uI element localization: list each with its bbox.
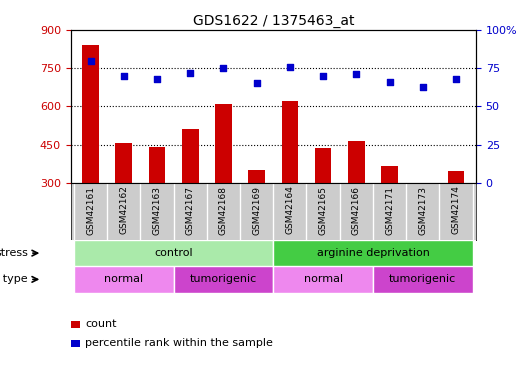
Bar	[348, 141, 365, 183]
Text: GSM42171: GSM42171	[385, 186, 394, 235]
Text: GSM42165: GSM42165	[319, 186, 327, 235]
Bar	[74, 240, 274, 266]
Point	[120, 73, 128, 79]
Text: GSM42167: GSM42167	[186, 186, 195, 235]
Text: cell type: cell type	[0, 274, 28, 284]
Text: GSM42166: GSM42166	[352, 186, 361, 235]
Bar	[281, 101, 298, 183]
Text: GSM42168: GSM42168	[219, 186, 228, 235]
Text: count: count	[85, 320, 117, 329]
Point	[352, 71, 360, 77]
Point	[186, 70, 195, 76]
Text: tumorigenic: tumorigenic	[190, 274, 257, 284]
Bar	[373, 266, 473, 292]
Bar	[381, 166, 398, 183]
Point	[153, 76, 161, 82]
Text: arginine deprivation: arginine deprivation	[316, 248, 429, 258]
Point	[219, 65, 228, 71]
Text: normal: normal	[303, 274, 343, 284]
Bar	[74, 266, 174, 292]
Point	[286, 64, 294, 70]
Point	[253, 81, 261, 87]
Bar	[82, 45, 99, 183]
Bar	[116, 143, 132, 183]
Point	[452, 76, 460, 82]
Text: GSM42174: GSM42174	[451, 186, 460, 234]
Point	[86, 57, 95, 63]
Point	[385, 79, 394, 85]
Text: tumorigenic: tumorigenic	[389, 274, 457, 284]
Bar	[248, 170, 265, 183]
Text: GSM42173: GSM42173	[418, 186, 427, 235]
Point	[319, 73, 327, 79]
Text: GSM42163: GSM42163	[153, 186, 162, 235]
Bar	[215, 104, 232, 183]
Text: GSM42164: GSM42164	[286, 186, 294, 234]
Bar	[448, 171, 464, 183]
Text: normal: normal	[104, 274, 143, 284]
Text: percentile rank within the sample: percentile rank within the sample	[85, 338, 273, 348]
Text: GSM42161: GSM42161	[86, 186, 95, 235]
Bar	[274, 240, 473, 266]
Bar	[182, 129, 199, 183]
Title: GDS1622 / 1375463_at: GDS1622 / 1375463_at	[192, 13, 354, 28]
Text: stress: stress	[0, 248, 28, 258]
Bar	[315, 148, 332, 183]
Text: control: control	[154, 248, 193, 258]
Text: GSM42169: GSM42169	[252, 186, 261, 235]
Text: GSM42162: GSM42162	[119, 186, 128, 234]
Bar	[174, 266, 274, 292]
Bar	[274, 266, 373, 292]
Point	[418, 84, 427, 90]
Bar	[149, 147, 165, 183]
